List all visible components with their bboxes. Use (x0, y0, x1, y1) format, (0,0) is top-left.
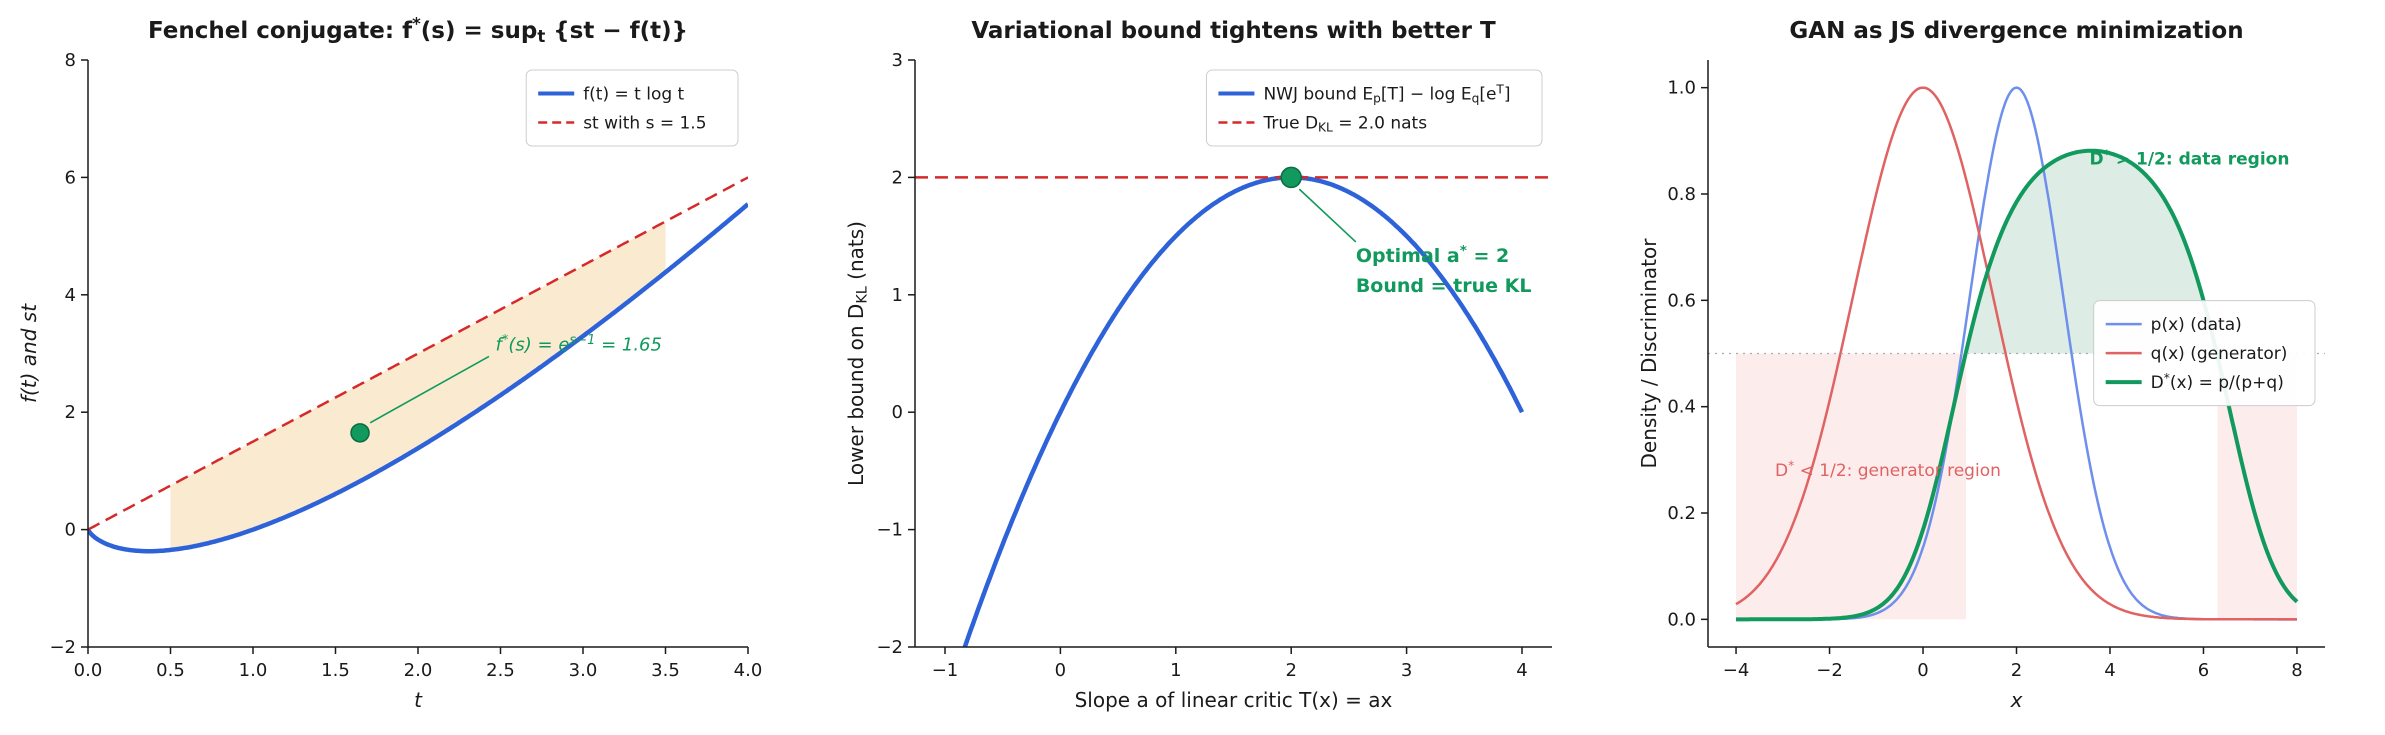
legend-box (2093, 300, 2316, 407)
x-axis-label: x (2010, 688, 2023, 712)
optimum-marker (350, 423, 370, 443)
y-tick-label: 0.2 (1667, 503, 1696, 524)
x-tick-label: −4 (1723, 660, 1750, 681)
x-tick-label: 3 (1401, 660, 1412, 681)
plot-area-variational-bound (915, 175, 1552, 647)
annotation-text: Bound = true KL (1356, 275, 1532, 297)
x-tick-label: 1 (1170, 660, 1181, 681)
plot-title: Variational bound tightens with better T (971, 18, 1496, 44)
legend-label: NWJ bound Ep[T] − log Eq[eT] (1263, 82, 1510, 105)
x-tick-label: 3.5 (651, 660, 680, 681)
x-tick-label: 4 (2104, 660, 2115, 681)
legend-label: D*(x) = p/(p+q) (2151, 371, 2284, 393)
x-tick-label: 1.5 (321, 660, 350, 681)
annotation-text: Optimal a* = 2 (1356, 243, 1509, 267)
legend: NWJ bound Ep[T] − log Eq[eT] True DKL = 2… (1205, 69, 1543, 147)
x-tick-label: 2 (2011, 660, 2022, 681)
y-tick-label: 6 (65, 167, 76, 188)
y-tick-label: 1 (892, 285, 903, 306)
gap-region-fill (170, 221, 666, 550)
y-tick-label: −2 (49, 637, 76, 658)
x-tick-label: −2 (1816, 660, 1843, 681)
legend-box (1205, 69, 1543, 147)
annotation-text: D* > 1/2: data region (2089, 148, 2289, 170)
annotation-leader (369, 355, 490, 424)
x-tick-label: 4 (1516, 660, 1527, 681)
x-tick-label: 2.0 (404, 660, 433, 681)
series-dv_bound (962, 175, 1525, 647)
legend-label: p(x) (data) (2151, 315, 2242, 335)
y-tick-label: 0.8 (1667, 184, 1696, 205)
x-tick-label: 6 (2198, 660, 2209, 681)
y-tick-label: 0 (892, 402, 903, 423)
plot-title: Fenchel conjugate: f*(s) = supt {st − f(… (148, 15, 688, 46)
x-tick-label: 2.5 (486, 660, 515, 681)
x-tick-label: 0.0 (74, 660, 103, 681)
y-tick-label: 0.6 (1667, 290, 1696, 311)
y-tick-label: 0 (65, 520, 76, 541)
legend-label: f(t) = t log t (583, 85, 684, 105)
plot-title: GAN as JS divergence minimization (1789, 18, 2243, 44)
x-tick-label: 0 (1917, 660, 1928, 681)
series-linear15 (88, 176, 748, 531)
y-tick-label: 0.0 (1667, 609, 1696, 630)
x-tick-label: 2 (1285, 660, 1296, 681)
annotation-leader (1298, 188, 1357, 243)
x-tick-label: 4.0 (734, 660, 763, 681)
legend-label: q(x) (generator) (2151, 344, 2288, 364)
subplot-variational-bound: −1 0 1 2 3 4 −2 −1 0 1 2 3 Slope a of linear critic … (844, 18, 1552, 712)
x-tick-label: 0 (1055, 660, 1066, 681)
y-tick-label: −1 (876, 520, 903, 541)
y-axis-label: Density / Discriminator (1637, 238, 1661, 469)
subplot-fenchel: 0.0 0.5 1.0 1.5 2.0 2.5 3.0 3.5 4.0 −2 0 2 4 6 8 t f(t) … (17, 15, 762, 712)
optimum-marker (1280, 166, 1302, 189)
x-tick-label: 1.0 (239, 660, 268, 681)
legend: f(t) = t log t st with s = 1.5 (525, 69, 739, 147)
plot-area-fenchel (88, 176, 748, 554)
subplot-gan-js: −4 −2 0 2 4 6 8 0.0 0.2 0.4 0.6 0.8 1.0 x Density / Di… (1637, 18, 2325, 712)
y-tick-label: −2 (876, 637, 903, 658)
y-tick-label: 1.0 (1667, 78, 1696, 99)
legend-label: True DKL = 2.0 nats (1262, 114, 1427, 135)
x-axis-label: Slope a of linear critic T(x) = ax (1075, 688, 1393, 712)
legend: p(x) (data) q(x) (generator) D*(x) = p/(p+… (2093, 300, 2316, 407)
y-axis-label: f(t) and st (17, 303, 41, 403)
y-tick-label: 0.4 (1667, 397, 1696, 418)
series-q_norm (1735, 86, 2297, 621)
legend-label: st with s = 1.5 (583, 114, 706, 134)
x-tick-label: 0.5 (156, 660, 185, 681)
annotation-text: f*(s) = es−1 = 1.65 (496, 333, 662, 355)
x-axis-label: t (414, 688, 423, 712)
y-axis-label: Lower bound on DKL (nats) (844, 221, 871, 486)
y-tick-label: 4 (65, 285, 76, 306)
generator-region-fill (1736, 353, 1967, 620)
series-tlogt (88, 202, 748, 554)
x-tick-label: 8 (2291, 660, 2302, 681)
x-tick-label: 3.0 (569, 660, 598, 681)
y-tick-label: 3 (892, 50, 903, 71)
y-tick-label: 2 (65, 402, 76, 423)
annotation-text: D* < 1/2: generator region (1775, 459, 2001, 481)
y-tick-label: 8 (65, 50, 76, 71)
y-tick-label: 2 (892, 167, 903, 188)
legend-box (525, 69, 739, 147)
x-tick-label: −1 (932, 660, 959, 681)
